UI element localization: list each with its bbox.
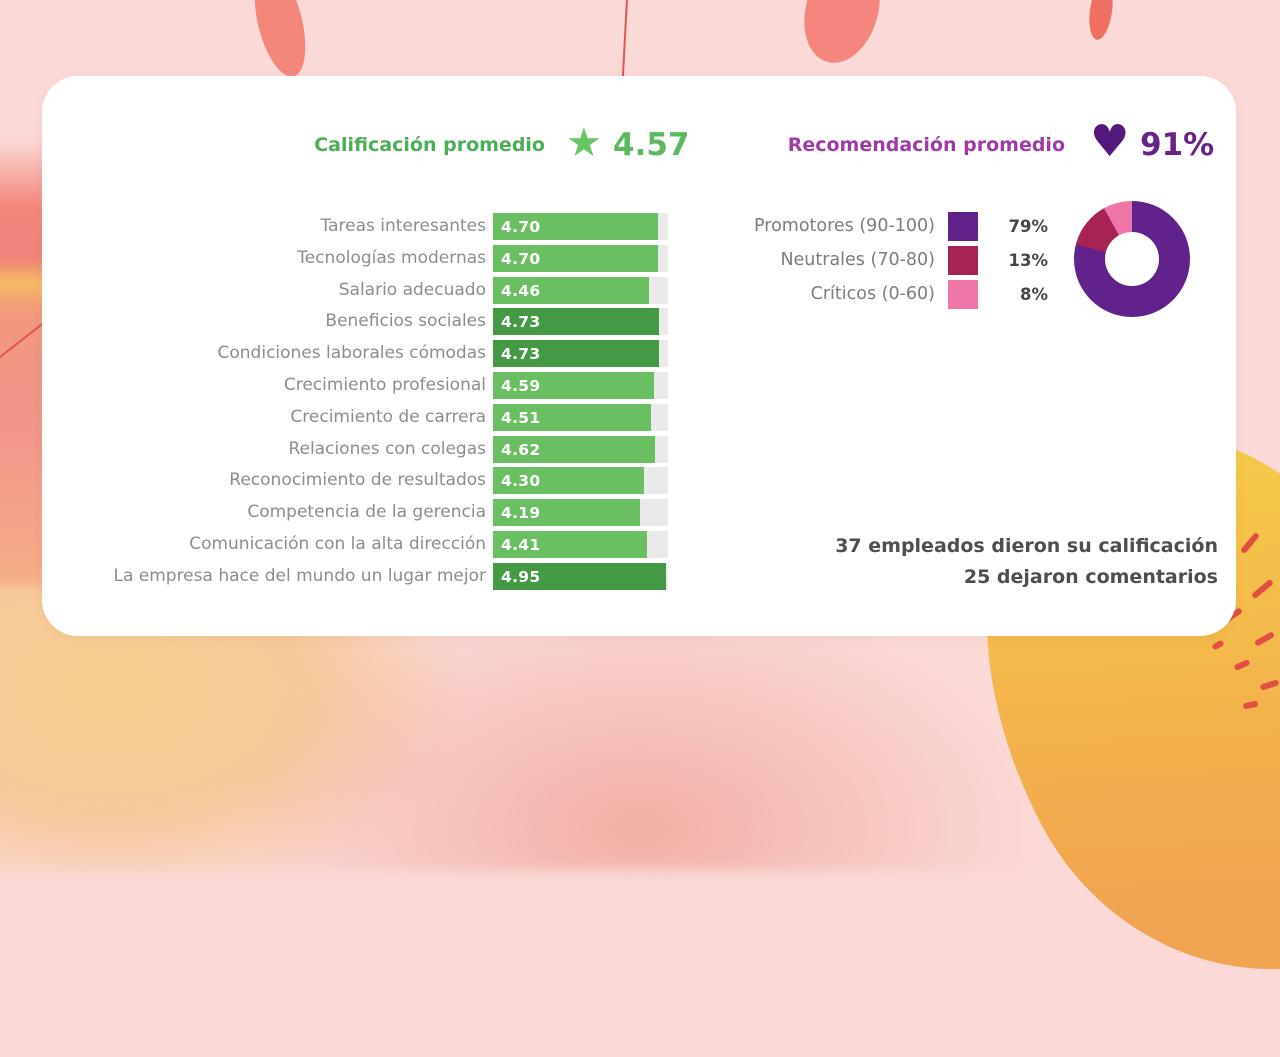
bar-row: Tecnologías modernas 4.70 [42, 244, 742, 272]
bar-category-label: Relaciones con colegas [288, 438, 486, 459]
bar-category-label: Salario adecuado [338, 279, 486, 300]
bar-track [493, 308, 668, 336]
bar-value: 4.41 [501, 536, 541, 554]
legend-swatch [948, 212, 978, 241]
bar-track [493, 372, 668, 399]
bar-track [493, 213, 668, 240]
star-icon: ★ [566, 120, 602, 166]
bar-value: 4.30 [501, 472, 541, 491]
bar-category-label: Competencia de la gerencia [247, 502, 486, 523]
legend-percent: 13% [1008, 251, 1049, 270]
bar-fill [493, 531, 648, 558]
bar-track [493, 244, 668, 272]
bar-value: 4.70 [501, 218, 541, 236]
legend-percent: 8% [1019, 285, 1048, 304]
bar-value: 4.19 [501, 504, 541, 523]
bar-track [493, 531, 668, 558]
bar-category-label: Beneficios sociales [325, 311, 486, 332]
bar-track [493, 340, 668, 368]
heart-icon: ♥ [1090, 116, 1130, 167]
bar-category-label: Condiciones laborales cómodas [217, 343, 486, 364]
bar-value: 4.73 [501, 345, 541, 364]
bg-top-petal [245, 0, 315, 82]
bar-fill [493, 499, 640, 527]
bar-fill [493, 403, 651, 431]
comments-left-text: 25 dejaron comentarios [963, 566, 1218, 588]
bar-row: Tareas interesantes 4.70 [42, 213, 742, 240]
report-card: Calificación promedio ★ 4.57 Recomendaci… [42, 76, 1236, 636]
bar-fill [493, 213, 658, 240]
bar-track [493, 276, 668, 304]
bar-value: 4.62 [501, 440, 541, 459]
bar-category-label: Crecimiento de carrera [290, 406, 486, 427]
bar-value: 4.70 [501, 249, 541, 268]
nps-donut-chart [1074, 201, 1190, 317]
bar-value: 4.51 [501, 408, 541, 427]
bar-fill [493, 308, 659, 336]
bar-value: 4.59 [501, 377, 541, 395]
bar-fill [493, 276, 650, 304]
bar-row: Salario adecuado 4.46 [42, 276, 742, 304]
footer-stats: 37 empleados dieron su calificación 25 d… [835, 531, 1218, 593]
bar-row: Crecimiento profesional 4.59 [42, 372, 742, 399]
bar-row: Condiciones laborales cómodas 4.73 [42, 340, 742, 368]
bg-left-petal [0, 140, 50, 585]
bar-fill [493, 562, 667, 590]
bar-row: Crecimiento de carrera 4.51 [42, 403, 742, 431]
bar-row: Competencia de la gerencia 4.19 [42, 499, 742, 527]
legend-percent: 79% [1008, 217, 1049, 236]
bar-category-label: Tecnologías modernas [297, 247, 486, 268]
bar-track [493, 435, 668, 463]
bar-row: Beneficios sociales 4.73 [42, 308, 742, 336]
bar-row: Comunicación con la alta dirección 4.41 [42, 531, 742, 558]
bar-fill [493, 372, 654, 399]
bar-fill [493, 467, 644, 495]
bg-top-petal [792, 0, 892, 72]
bar-category-label: Comunicación con la alta dirección [189, 534, 486, 554]
recommendation-value: 91% [1140, 127, 1215, 163]
legend-row: Neutrales (70-80) 13% [42, 246, 1236, 275]
legend-row: Promotores (90-100) 79% [42, 212, 1236, 241]
legend-label: Críticos (0-60) [810, 284, 935, 304]
legend-label: Promotores (90-100) [754, 216, 935, 236]
bar-category-label: Crecimiento profesional [283, 375, 486, 395]
legend-label: Neutrales (70-80) [780, 250, 935, 270]
bar-row: Reconocimiento de resultados 4.30 [42, 467, 742, 495]
bar-category-label: Reconocimiento de resultados [229, 470, 486, 491]
rating-value: 4.57 [613, 127, 690, 163]
bar-fill [493, 340, 659, 368]
bar-value: 4.46 [501, 281, 541, 300]
recommendation-title: Recomendación promedio [787, 134, 1065, 156]
bar-value: 4.95 [501, 567, 541, 586]
bar-category-label: Tareas interesantes [320, 216, 486, 236]
ratings-bar-chart: Tareas interesantes 4.70 Tecnologías moder… [42, 213, 742, 603]
bar-row: La empresa hace del mundo un lugar mejor… [42, 562, 742, 590]
bar-track [493, 403, 668, 431]
bar-track [493, 499, 668, 527]
bar-value: 4.73 [501, 313, 541, 332]
bar-category-label: La empresa hace del mundo un lugar mejor [113, 565, 486, 586]
employees-rated-text: 37 empleados dieron su calificación [835, 535, 1218, 557]
rating-title: Calificación promedio [314, 134, 545, 156]
legend-row: Críticos (0-60) 8% [42, 280, 1236, 309]
bar-track [493, 467, 668, 495]
bg-top-petal [1086, 0, 1116, 42]
legend-swatch [948, 246, 978, 275]
bar-track [493, 562, 668, 590]
bar-row: Relaciones con colegas 4.62 [42, 435, 742, 463]
bar-fill [493, 244, 658, 272]
legend-swatch [948, 280, 978, 309]
bar-fill [493, 435, 655, 463]
